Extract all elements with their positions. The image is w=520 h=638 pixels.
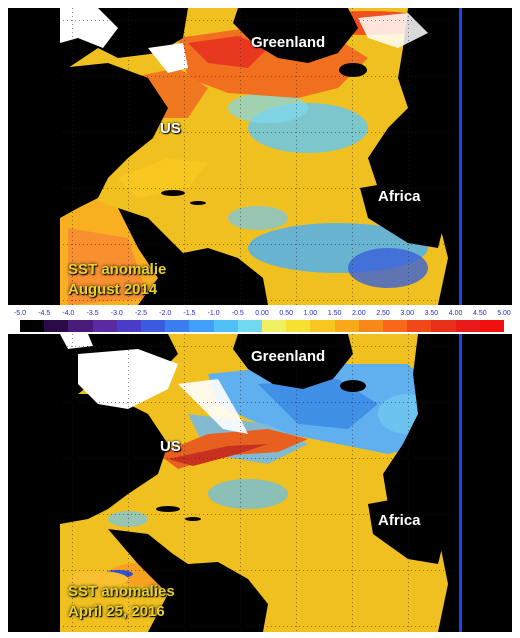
colorbar-tick-label: 4.00 — [448, 310, 463, 317]
colorbar-swatch — [334, 320, 359, 332]
colorbar-tick-label: -4.5 — [38, 310, 51, 317]
colorbar-tick-label: 0.00 — [255, 310, 269, 317]
colorbar-tick-label: 1.50 — [327, 310, 342, 317]
colorbar-swatch — [431, 320, 456, 332]
label-africa: Africa — [378, 188, 421, 205]
caption-title: SST anomalies — [68, 583, 175, 600]
caption-date: August 2014 — [68, 281, 158, 298]
colorbar-swatch — [286, 320, 311, 332]
colorbar-swatch — [68, 320, 93, 332]
colorbar-tick-label: -2.0 — [159, 310, 172, 317]
label-us: US — [160, 438, 181, 455]
caption-title: SST anomalie — [68, 261, 167, 278]
label-greenland: Greenland — [251, 34, 326, 51]
colorbar-tick-label: 3.00 — [400, 310, 414, 317]
colorbar-swatch — [213, 320, 238, 332]
colorbar-tick-label: 3.50 — [424, 310, 439, 317]
colorbar-swatch — [455, 320, 480, 332]
colorbar-tick-label: 2.50 — [376, 310, 390, 317]
label-us: US — [160, 120, 181, 137]
colorbar-swatch — [383, 320, 408, 332]
colorbar-tick-label: 2.00 — [351, 310, 366, 317]
colorbar-swatch — [407, 320, 432, 332]
colorbar-tick-label: -1.0 — [207, 310, 220, 317]
colorbar-swatch — [358, 320, 384, 332]
colorbar-tick-label: 0.50 — [279, 310, 293, 317]
colorbar-swatch — [262, 320, 287, 332]
sst-map-april-2016: Greenland US Africa SST anomalies April … — [8, 334, 512, 632]
colorbar-tick-label: 5.00 — [497, 310, 511, 317]
sst-map-image — [8, 334, 512, 632]
sst-anomaly-colorbar: -5.0 -4.5 -4.0 -3.5 -3.0 -2.5 -2.0 -1.5 -1.0 -0.5… — [14, 310, 511, 332]
colorbar-tick-label: -2.5 — [134, 310, 148, 317]
map-caption: SST anomalie August 2014 — [68, 260, 166, 300]
colorbar-swatch — [237, 320, 263, 332]
colorbar-swatch — [20, 320, 45, 332]
colorbar-swatch — [310, 320, 335, 332]
colorbar-tick-label: -0.5 — [231, 310, 244, 317]
caption-date: April 25, 2016 — [68, 603, 165, 620]
sst-map-image — [8, 8, 512, 305]
colorbar-swatch — [44, 320, 69, 332]
label-africa: Africa — [378, 512, 421, 529]
colorbar-swatch — [92, 320, 117, 332]
colorbar-tick-label: -5.0 — [13, 310, 27, 317]
colorbar-swatches — [20, 320, 505, 332]
colorbar-swatch — [141, 320, 166, 332]
label-greenland: Greenland — [251, 348, 326, 365]
colorbar-tick-label: 4.50 — [472, 310, 487, 317]
colorbar-tick-label: 1.00 — [303, 310, 318, 317]
colorbar-tick-label: -1.5 — [183, 310, 196, 317]
colorbar-tick-label: -3.5 — [86, 310, 99, 317]
colorbar-tick-label: -4.0 — [62, 310, 75, 317]
colorbar-tick-label: -3.0 — [110, 310, 123, 317]
colorbar-swatch — [165, 320, 190, 332]
colorbar-swatch — [189, 320, 214, 332]
colorbar-swatch — [479, 320, 505, 332]
sst-map-august-2014: Greenland US Africa SST anomalie August … — [8, 8, 512, 305]
colorbar-swatch — [116, 320, 142, 332]
map-caption: SST anomalies April 25, 2016 — [68, 582, 175, 622]
